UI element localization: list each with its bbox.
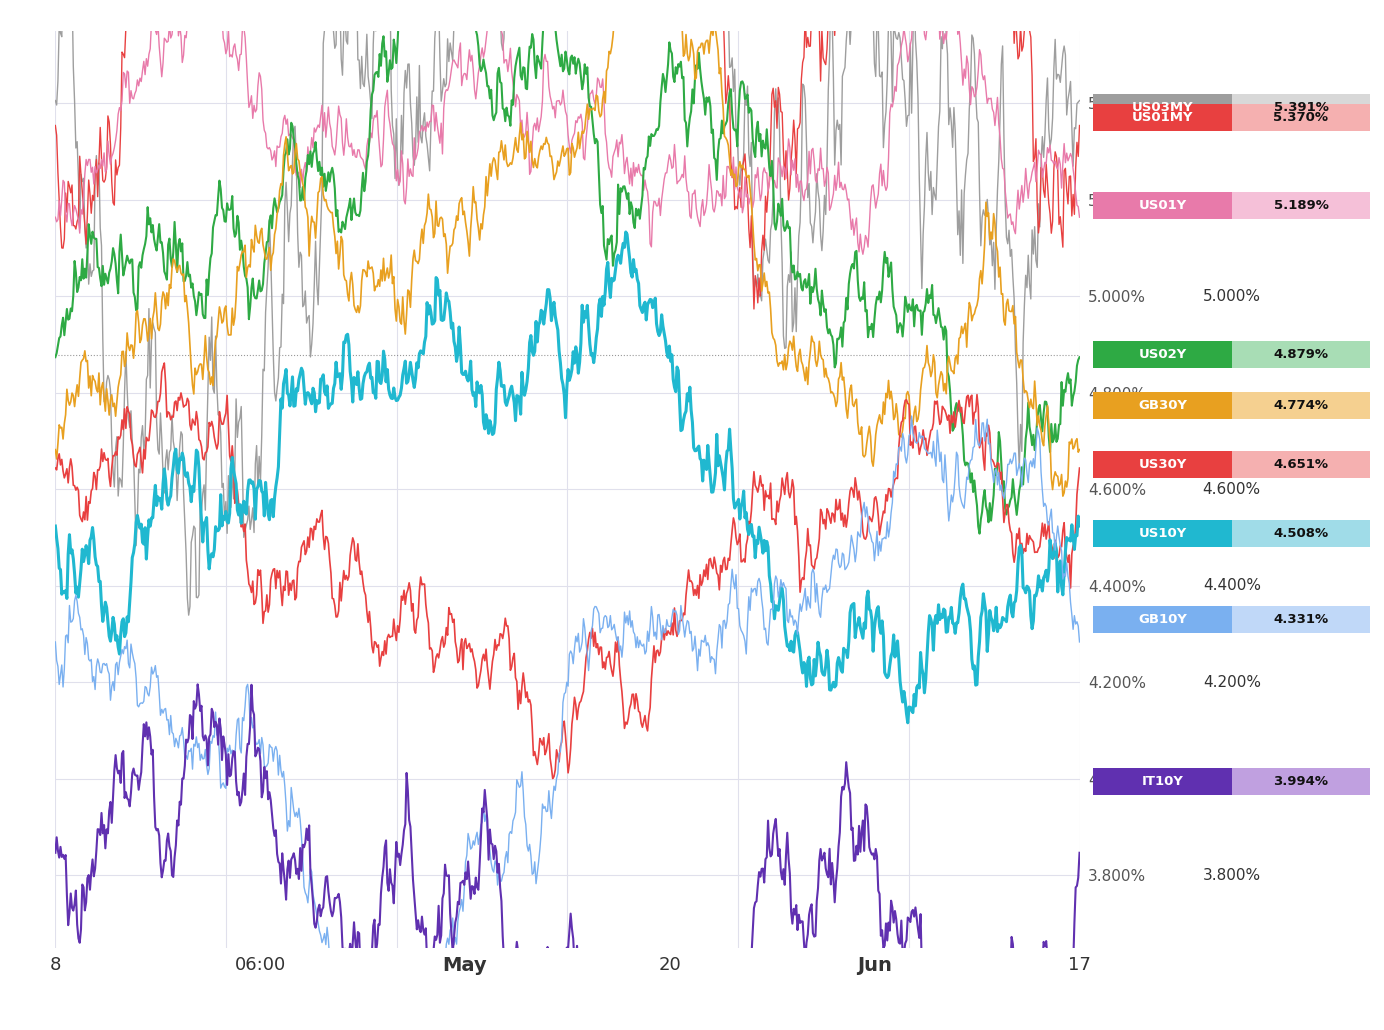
Text: 4.774%: 4.774% (1273, 399, 1329, 412)
Bar (1232, 391, 1370, 419)
Bar (1232, 94, 1370, 122)
Bar (1093, 606, 1232, 632)
Bar (1093, 192, 1232, 218)
Bar (1093, 341, 1232, 368)
Bar (1232, 451, 1370, 478)
Text: 4.879%: 4.879% (1273, 348, 1329, 362)
Bar (1093, 94, 1232, 122)
Text: 5.370%: 5.370% (1273, 111, 1329, 125)
Text: GB30Y: GB30Y (1138, 399, 1187, 412)
Text: US01MY: US01MY (1132, 111, 1193, 125)
Bar (1232, 341, 1370, 368)
Text: 4.508%: 4.508% (1273, 527, 1329, 540)
Text: US03MY: US03MY (1132, 101, 1193, 114)
Bar (1093, 391, 1232, 419)
Text: 3.994%: 3.994% (1273, 776, 1329, 788)
Text: 4.600%: 4.600% (1203, 482, 1261, 496)
Bar (1232, 192, 1370, 218)
Text: 5.189%: 5.189% (1273, 199, 1329, 211)
Text: 4.400%: 4.400% (1203, 578, 1261, 593)
Text: 4.651%: 4.651% (1273, 458, 1329, 471)
Bar (1232, 520, 1370, 547)
Bar (1093, 768, 1232, 795)
Text: US02Y: US02Y (1139, 348, 1186, 362)
Text: GB10Y: GB10Y (1138, 613, 1187, 625)
Text: US01Y: US01Y (1139, 199, 1186, 211)
Bar (1232, 104, 1370, 131)
Bar (1093, 104, 1232, 131)
Bar (1093, 520, 1232, 547)
Text: US10Y: US10Y (1139, 527, 1186, 540)
Text: 3.800%: 3.800% (1203, 867, 1261, 883)
Bar (1232, 768, 1370, 795)
Text: IT10Y: IT10Y (1142, 776, 1183, 788)
Text: 5.000%: 5.000% (1203, 288, 1261, 304)
Bar (1093, 451, 1232, 478)
Text: 4.200%: 4.200% (1203, 675, 1261, 690)
Text: US30Y: US30Y (1139, 458, 1186, 471)
Text: 4.331%: 4.331% (1273, 613, 1329, 625)
Bar (1232, 606, 1370, 632)
Text: 5.391%: 5.391% (1273, 101, 1329, 114)
